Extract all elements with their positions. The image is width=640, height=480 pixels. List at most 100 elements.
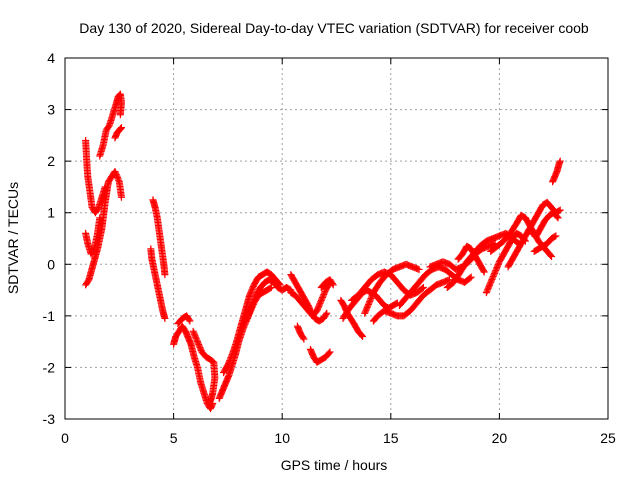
data-point	[487, 278, 495, 286]
data-point	[445, 276, 453, 284]
data-point	[246, 309, 254, 317]
data-point	[113, 173, 121, 181]
data-point	[117, 193, 125, 201]
data-point	[111, 167, 119, 175]
data-point	[116, 125, 124, 133]
data-point	[365, 299, 373, 307]
data-point	[482, 289, 490, 297]
data-point	[313, 307, 321, 315]
data-point	[314, 304, 322, 312]
data-point	[548, 253, 556, 261]
data-point	[192, 335, 200, 343]
data-point	[489, 274, 497, 282]
data-point	[266, 284, 274, 292]
series-arc9b	[504, 198, 564, 271]
data-point	[112, 170, 120, 178]
series-arc9d	[549, 157, 564, 186]
data-point	[363, 305, 371, 313]
data-point	[366, 296, 374, 304]
data-points	[82, 90, 564, 413]
data-point	[117, 124, 125, 132]
data-point	[484, 286, 492, 294]
data-point	[267, 283, 275, 291]
data-point	[314, 305, 322, 313]
data-point	[226, 356, 234, 364]
data-point	[326, 348, 334, 356]
data-point	[466, 274, 474, 282]
series-arc3c	[189, 327, 219, 405]
data-point	[226, 355, 234, 363]
data-point	[368, 293, 376, 301]
data-point	[246, 291, 254, 299]
data-point	[101, 183, 109, 191]
data-point	[359, 332, 367, 340]
data-point	[246, 290, 254, 298]
series-arc9e	[530, 242, 556, 261]
data-point	[112, 169, 120, 177]
x-tick-label-5: 5	[170, 430, 178, 446]
data-point	[493, 264, 501, 272]
data-point	[193, 336, 201, 344]
data-point	[191, 332, 199, 340]
y-tick-label-0: 0	[47, 256, 55, 272]
data-point	[195, 342, 203, 350]
data-point	[318, 295, 326, 303]
data-point	[490, 269, 498, 277]
series-arc1b	[82, 137, 109, 217]
data-point	[554, 214, 562, 222]
y-axis-label: SDTVAR / TECUs	[5, 182, 21, 294]
data-point	[247, 287, 255, 295]
data-point	[315, 301, 323, 309]
data-point	[315, 302, 323, 310]
data-point	[362, 306, 370, 314]
data-point	[224, 361, 232, 369]
y-tick-label--1: -1	[43, 308, 56, 324]
data-point	[186, 317, 194, 325]
series-arc4c	[241, 283, 275, 325]
series-arc7b	[395, 263, 475, 310]
data-point	[418, 284, 426, 292]
y-tick-label-1: 1	[47, 205, 55, 221]
data-point	[320, 290, 328, 298]
data-point	[286, 285, 294, 293]
data-point	[317, 296, 325, 304]
data-point	[328, 280, 336, 288]
data-point	[246, 308, 254, 316]
data-point	[316, 299, 324, 307]
data-point	[227, 353, 235, 361]
data-point	[556, 206, 564, 214]
data-point	[322, 311, 330, 319]
data-point	[197, 345, 205, 353]
data-point	[247, 306, 255, 314]
series-arc5c	[293, 322, 308, 343]
data-point	[249, 284, 257, 292]
data-point	[247, 305, 255, 313]
series-arc3	[170, 322, 217, 413]
data-point	[484, 284, 492, 292]
x-tick-label-25: 25	[600, 430, 616, 446]
data-point	[225, 358, 233, 366]
data-point	[300, 335, 308, 343]
data-point	[319, 293, 327, 301]
data-point	[276, 281, 284, 289]
series-arc1e	[111, 124, 125, 142]
data-point	[492, 267, 500, 275]
data-point	[196, 344, 204, 352]
data-point	[113, 172, 121, 180]
series-arc2	[147, 245, 169, 322]
data-point	[195, 341, 203, 349]
data-point	[485, 283, 493, 291]
data-point	[491, 268, 499, 276]
data-point	[487, 277, 495, 285]
data-point	[161, 271, 169, 279]
series-arc8	[443, 229, 523, 291]
data-point	[479, 267, 487, 275]
plot-frame	[64, 57, 609, 420]
data-point	[194, 339, 202, 347]
x-axis-label: GPS time / hours	[281, 457, 388, 473]
data-point	[248, 303, 256, 311]
data-point	[323, 309, 331, 317]
data-point	[488, 275, 496, 283]
data-point	[490, 271, 498, 279]
